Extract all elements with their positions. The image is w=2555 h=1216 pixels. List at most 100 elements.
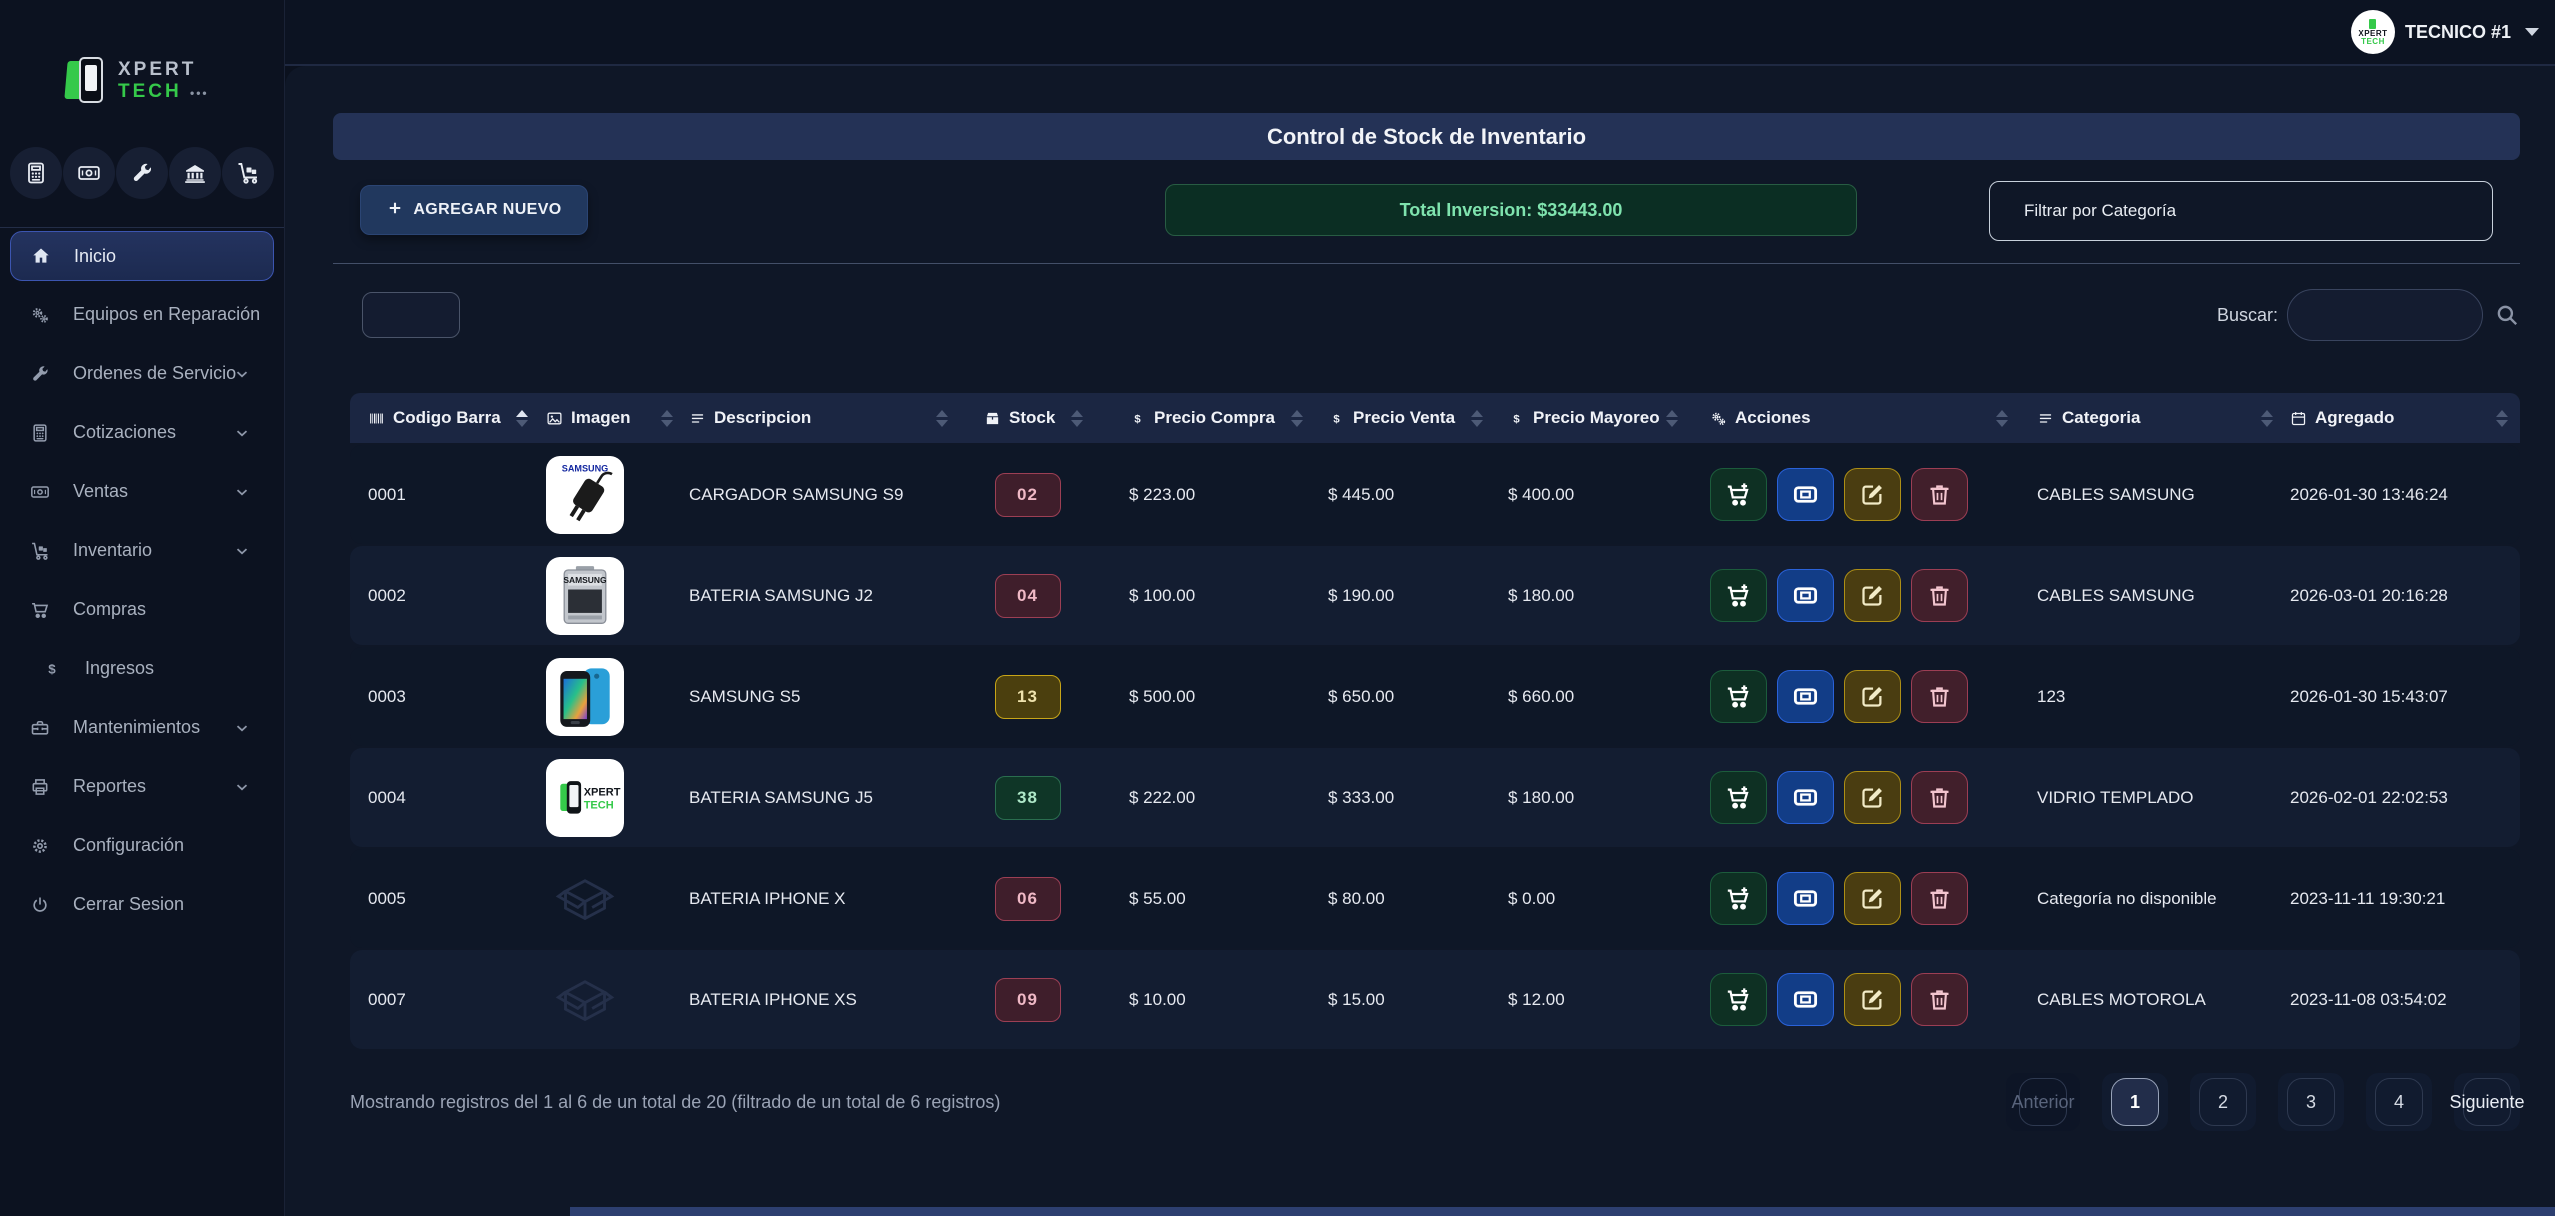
column-header-imagen[interactable]: Imagen — [540, 393, 685, 443]
column-label: Acciones — [1735, 408, 1811, 427]
search-icon — [2494, 302, 2520, 328]
product-image[interactable]: XPERT TECH — [546, 758, 624, 837]
edit-button[interactable] — [1844, 468, 1901, 521]
sidebar-item-compras[interactable]: Compras — [0, 580, 284, 639]
sidebar-menu: Inicio Equipos en Reparación Ordenes de Se… — [0, 231, 284, 934]
column-header-categoria[interactable]: Categoria — [2020, 393, 2285, 443]
sidebar-item-inicio[interactable]: Inicio — [10, 231, 274, 281]
sidebar-item-ventas[interactable]: Ventas — [0, 462, 284, 521]
sidebar-item-mantenimientos[interactable]: Mantenimientos — [0, 698, 284, 757]
add-to-cart-button[interactable] — [1710, 468, 1767, 521]
product-image[interactable]: SAMSUNG — [546, 455, 624, 534]
column-header-precio-compra[interactable]: $ Precio Compra — [1095, 393, 1315, 443]
svg-text:TECH: TECH — [584, 799, 614, 811]
sidebar-item-cerrar-sesion[interactable]: Cerrar Sesion — [0, 875, 284, 934]
quick-calculator-button[interactable] — [10, 147, 62, 199]
sidebar-item-configuracion[interactable]: Configuración — [0, 816, 284, 875]
barcode-label-button[interactable] — [1777, 569, 1834, 622]
sidebar-item-ordenes-de-servicio[interactable]: Ordenes de Servicio — [0, 344, 284, 403]
column-header-agregado[interactable]: Agregado — [2285, 393, 2520, 443]
cell-precio-compra: $ 500.00 — [1129, 686, 1196, 706]
column-header-acciones[interactable]: Acciones — [1690, 393, 2020, 443]
barcode-label-button[interactable] — [1777, 872, 1834, 925]
page-title: Control de Stock de Inventario — [1266, 123, 1587, 149]
sidebar-item-equipos-en-reparacion[interactable]: Equipos en Reparación — [0, 285, 284, 344]
dollar-icon: $ — [1129, 410, 1146, 427]
pagination-page-3[interactable]: 3 — [2278, 1073, 2344, 1131]
delete-button[interactable] — [1911, 973, 1968, 1026]
column-label: Precio Compra — [1154, 408, 1275, 427]
barcode-label-button[interactable] — [1777, 771, 1834, 824]
column-header-descripcion[interactable]: Descripcion — [685, 393, 960, 443]
column-header-precio-mayoreo[interactable]: $ Precio Mayoreo — [1495, 393, 1690, 443]
table-row: 0005 BATERIA IPHONE X 06 $ 55.00 $ 80.00 $ 0.… — [350, 849, 2520, 948]
product-image[interactable] — [546, 657, 624, 736]
quick-money-button[interactable] — [63, 147, 115, 199]
edit-button[interactable] — [1844, 872, 1901, 925]
pagination: Anterior 1 2 3 4 Siguiente — [2006, 1073, 2525, 1131]
table-toolbar: Buscar: — [333, 289, 2520, 341]
edit-button[interactable] — [1844, 771, 1901, 824]
product-image[interactable]: SAMSUNG — [546, 556, 624, 635]
stock-badge: 02 — [994, 472, 1061, 517]
quick-dolly-button[interactable] — [222, 147, 274, 199]
barcode-label-button[interactable] — [1777, 670, 1834, 723]
sidebar-item-ingresos[interactable]: $ Ingresos — [0, 639, 284, 698]
delete-button[interactable] — [1911, 670, 1968, 723]
cell-categoria: Categoría no disponible — [2037, 888, 2217, 908]
column-header-stock[interactable]: Stock — [960, 393, 1095, 443]
pagination-page-4[interactable]: 4 — [2366, 1073, 2432, 1131]
delete-button[interactable] — [1911, 771, 1968, 824]
cell-descripcion: BATERIA SAMSUNG J2 — [689, 585, 873, 605]
sidebar-item-reportes[interactable]: Reportes — [0, 757, 284, 816]
search-input[interactable] — [2287, 289, 2483, 341]
pagination-previous[interactable]: Anterior — [2006, 1073, 2080, 1131]
chevron-icon — [226, 542, 258, 560]
column-header-codigo-barra[interactable]: Codigo Barra — [350, 393, 540, 443]
pagination-page-2[interactable]: 2 — [2190, 1073, 2256, 1131]
wrench-icon — [24, 364, 56, 384]
bottom-strip — [570, 1207, 2555, 1216]
product-image[interactable] — [546, 961, 624, 1039]
svg-text:SAMSUNG: SAMSUNG — [562, 463, 608, 473]
gears-icon — [24, 305, 56, 325]
edit-button[interactable] — [1844, 973, 1901, 1026]
delete-button[interactable] — [1911, 872, 1968, 925]
edit-button[interactable] — [1844, 569, 1901, 622]
pagination-page-1[interactable]: 1 — [2102, 1073, 2168, 1131]
sidebar-item-label: Cerrar Sesion — [73, 894, 185, 914]
delete-button[interactable] — [1911, 468, 1968, 521]
sidebar-item-inventario[interactable]: Inventario — [0, 521, 284, 580]
product-image[interactable] — [546, 860, 624, 938]
cell-acciones — [1690, 849, 2020, 948]
add-to-cart-button[interactable] — [1710, 771, 1767, 824]
column-header-precio-venta[interactable]: $ Precio Venta — [1315, 393, 1495, 443]
quick-wrench-button[interactable] — [116, 147, 168, 199]
quick-bank-button[interactable] — [169, 147, 221, 199]
category-filter-select[interactable]: Filtrar por Categoría — [1989, 181, 2493, 241]
cell-precio-compra: $ 223.00 — [1129, 484, 1196, 504]
cart-icon — [24, 600, 56, 620]
chevron-icon — [226, 424, 258, 442]
cell-descripcion: CARGADOR SAMSUNG S9 — [689, 484, 904, 504]
add-to-cart-button[interactable] — [1710, 670, 1767, 723]
add-to-cart-button[interactable] — [1710, 973, 1767, 1026]
barcode-label-button[interactable] — [1777, 973, 1834, 1026]
cell-codigo: 0005 — [368, 888, 406, 908]
add-to-cart-button[interactable] — [1710, 569, 1767, 622]
add-to-cart-button[interactable] — [1710, 872, 1767, 925]
page-length-select[interactable] — [362, 292, 460, 338]
column-label: Descripcion — [714, 408, 812, 427]
user-menu-button[interactable]: XPERT TECH TECNICO #1 — [2350, 10, 2539, 54]
delete-button[interactable] — [1911, 569, 1968, 622]
cell-agregado: 2023-11-11 19:30:21 — [2290, 888, 2446, 908]
barcode-label-button[interactable] — [1777, 468, 1834, 521]
cell-acciones — [1690, 748, 2020, 847]
gears-icon — [1710, 410, 1727, 427]
sidebar-item-cotizaciones[interactable]: Cotizaciones — [0, 403, 284, 462]
add-new-button[interactable]: AGREGAR NUEVO — [360, 185, 588, 235]
cell-codigo: 0007 — [368, 989, 406, 1009]
pagination-next[interactable]: Siguiente — [2449, 1073, 2525, 1131]
edit-button[interactable] — [1844, 670, 1901, 723]
stock-badge: 09 — [994, 977, 1061, 1022]
